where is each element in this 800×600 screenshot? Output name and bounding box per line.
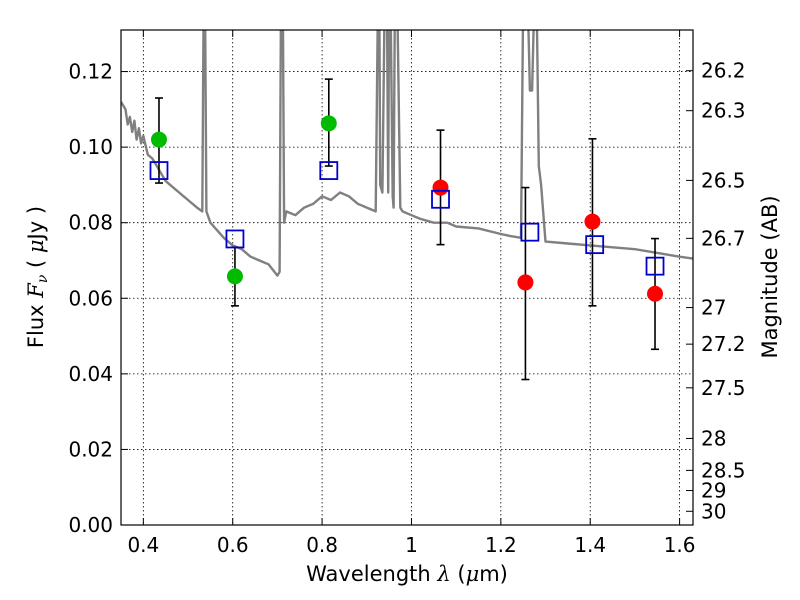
magnitude-tick-label: 26.5 [701,168,746,192]
magnitude-tick-label: 27.5 [701,376,746,400]
data-point-square [149,161,169,180]
data-markers [149,115,665,302]
y-tick-label: 0.10 [68,135,113,159]
model-spectrum-line [121,30,693,277]
x-tick-label: 0.4 [127,533,159,557]
data-point-square [319,161,339,180]
x-tick-label: 0.6 [217,533,249,557]
x-tick-label: 1.6 [664,533,696,557]
y-tick-label: 0.06 [68,286,113,310]
data-point-circle [584,213,601,230]
y-tick-label: 0.08 [68,211,113,235]
x-tick-label: 0.8 [306,533,338,557]
y-tick-label: 0.02 [68,437,113,461]
data-point-square [431,189,450,209]
data-point-square [520,222,540,242]
magnitude-tick-label: 26.2 [701,59,746,83]
data-point-circle [320,115,337,132]
x-tick-label: 1.4 [574,533,606,557]
data-point-circle [432,179,449,196]
magnitude-tick-label: 26.7 [701,226,746,250]
y-axis-label: Flux Fν ( μJy ) [24,206,51,348]
y-tick-label: 0.04 [68,362,113,386]
data-point-square [225,229,245,249]
axis-ticks: 0.4 0.6 0.8 1 1.2 1.4 1.6 0.00 0.02 0.04 0.06 0.08 0… [68,30,746,557]
magnitude-tick-label: 28.5 [701,458,746,482]
error-bars [154,78,660,381]
model-spectrum [121,30,693,277]
magnitude-tick-label: 30 [701,499,726,523]
y-tick-label: 0.00 [68,513,113,537]
plot-frame [120,29,694,526]
y-tick-label: 0.12 [68,60,113,84]
magnitude-tick-label: 27 [701,296,726,320]
data-point-circle [226,268,243,285]
magnitude-tick-label: 27.2 [701,332,746,356]
magnitude-tick-label: 26.3 [701,99,746,123]
magnitude-axis-label: Magnitude (AB) [758,195,782,358]
magnitude-tick-label: 29 [701,479,726,503]
data-point-circle [647,285,664,302]
data-point-square [645,256,665,276]
x-axis-label: Wavelength λ (μm) [306,562,508,586]
x-tick-label: 1 [405,533,418,557]
magnitude-tick-label: 28 [701,426,726,450]
data-point-square [585,235,605,255]
x-tick-label: 1.2 [485,533,517,557]
data-point-circle [150,131,167,148]
data-point-circle [517,274,534,291]
